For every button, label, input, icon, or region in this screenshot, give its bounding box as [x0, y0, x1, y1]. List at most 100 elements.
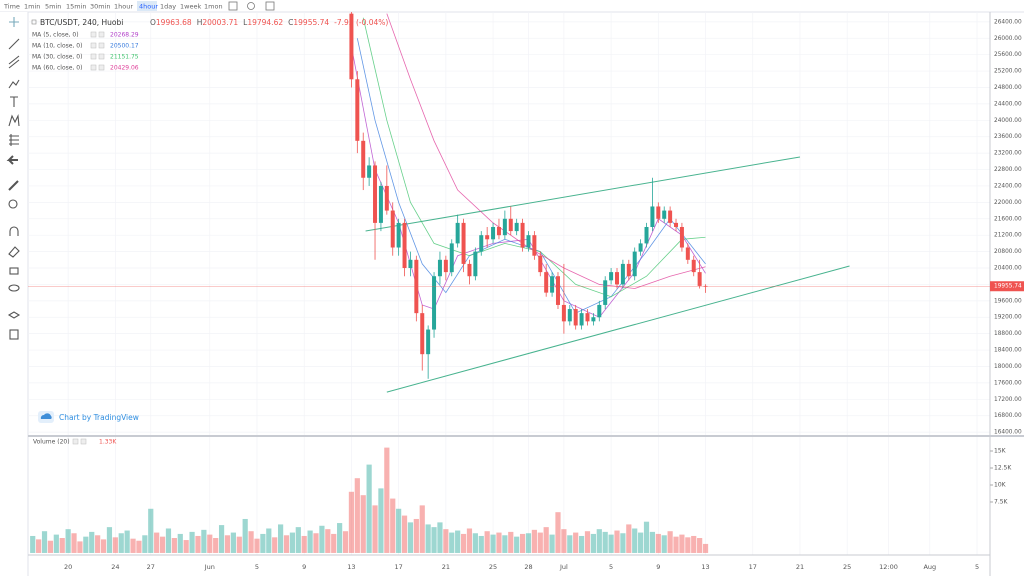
candle-body	[449, 243, 454, 273]
candle-body	[603, 280, 608, 305]
volume-bar	[573, 532, 579, 553]
pitchfork-tool[interactable]	[8, 55, 20, 69]
volume-bar	[614, 530, 620, 553]
volume-bar	[425, 524, 431, 553]
interval-button[interactable]: 4hour	[139, 3, 158, 11]
ma-legend-toggle[interactable]	[90, 64, 97, 71]
time-tick-label: 17	[394, 563, 402, 571]
drawing-tools[interactable]	[6, 17, 21, 340]
volume-bar	[59, 538, 65, 553]
price-tick-label: 16800.00	[994, 413, 1022, 419]
candle-body	[668, 210, 673, 223]
time-tick-label: 21	[796, 563, 804, 571]
volume-bar	[478, 535, 484, 553]
time-tick-label: 5	[975, 563, 979, 571]
watermark[interactable]: Chart by TradingView	[38, 411, 139, 423]
price-tick-label: 25200.00	[994, 69, 1022, 75]
time-tick-label: 9	[656, 563, 660, 571]
interval-button[interactable]: 1hour	[114, 3, 133, 11]
volume-bar	[419, 505, 425, 553]
watermark-text[interactable]: Chart by TradingView	[59, 413, 139, 422]
text-tool[interactable]	[10, 96, 18, 107]
fullscreen-icon[interactable]	[265, 1, 275, 11]
candle-body	[491, 226, 496, 240]
crosshair-tool[interactable]	[9, 17, 19, 27]
time-tick-label: 24	[111, 563, 119, 571]
candle-body	[349, 13, 354, 80]
interval-button[interactable]: 30min	[90, 3, 111, 11]
volume-bar	[396, 508, 402, 553]
volume-bar	[177, 533, 183, 553]
ohlc-letter: H	[197, 18, 203, 27]
volume-bar	[136, 540, 142, 553]
interval-button[interactable]: 5min	[45, 3, 61, 11]
volume-bar	[679, 534, 685, 553]
interval-button[interactable]: 1week	[180, 3, 201, 11]
time-tick-label: 28	[524, 563, 532, 571]
delete-tool[interactable]	[9, 329, 19, 340]
candle-body	[573, 309, 578, 326]
interval-button[interactable]: 1min	[24, 3, 40, 11]
time-tick-label: 25	[489, 563, 497, 571]
ma-legend-close[interactable]	[98, 53, 105, 60]
ma-legend-toggle[interactable]	[90, 42, 97, 49]
fib-tool[interactable]	[9, 134, 19, 146]
volume-bar	[95, 535, 101, 553]
zoom-tool[interactable]	[8, 199, 18, 209]
volume-bar	[254, 538, 260, 553]
candle-body	[426, 329, 431, 355]
price-pane	[28, 12, 990, 435]
volume-bar	[384, 447, 390, 553]
brush-tool[interactable]	[8, 79, 20, 89]
ma-legend-toggle[interactable]	[90, 31, 97, 38]
volume-bar	[407, 522, 414, 553]
pattern-tool[interactable]	[8, 114, 20, 127]
volume-bar	[201, 529, 207, 553]
indicator-icon[interactable]	[228, 1, 238, 11]
volume-bar	[590, 533, 596, 553]
visibility-tool[interactable]	[8, 284, 20, 292]
magnet-tool[interactable]	[9, 226, 19, 236]
volume-bar	[53, 534, 59, 553]
measure-tool[interactable]	[8, 180, 19, 191]
candle-body	[591, 317, 596, 322]
volume-bar	[36, 539, 42, 553]
price-tick-label: 24400.00	[994, 101, 1022, 107]
volume-bar	[342, 531, 349, 553]
ma-legend-name: MA (60, close, 0)	[32, 65, 82, 72]
candle-body	[367, 165, 372, 178]
interval-button[interactable]: Time	[3, 3, 20, 11]
price-tick-label: 19200.00	[994, 315, 1022, 321]
back-tool[interactable]	[6, 155, 18, 165]
lock-draw-tool[interactable]	[8, 246, 20, 258]
toolbar-icons[interactable]	[228, 1, 275, 11]
interval-button[interactable]: 1day	[160, 3, 176, 11]
settings-icon[interactable]	[247, 2, 255, 10]
volume-bar	[165, 528, 172, 553]
interval-button[interactable]: 15min	[66, 3, 87, 11]
layers-tool[interactable]	[7, 311, 21, 319]
volume-bar	[413, 518, 419, 553]
candle-body	[355, 79, 360, 141]
trend-line-tool[interactable]	[8, 38, 20, 50]
price-tick-label: 22000.00	[994, 200, 1022, 206]
lock-tool[interactable]	[9, 267, 19, 275]
price-tick-label: 22400.00	[994, 183, 1022, 189]
ma-legend-close[interactable]	[98, 42, 105, 49]
candle-body	[620, 263, 625, 285]
candle-body	[685, 247, 690, 260]
volume-bar	[632, 528, 638, 553]
volume-bar	[584, 531, 591, 553]
volume-bar	[455, 530, 461, 553]
candle-body	[443, 259, 448, 273]
interval-button[interactable]: 1mon	[204, 3, 223, 11]
volume-legend-close[interactable]	[80, 438, 87, 445]
volume-legend-toggle[interactable]	[72, 438, 79, 445]
candle-body	[691, 259, 696, 273]
time-tick-label: 5	[609, 563, 613, 571]
price-tick-label: 21600.00	[994, 216, 1022, 222]
ma-legend-toggle[interactable]	[90, 53, 97, 60]
volume-bar	[77, 541, 83, 553]
ma-legend-close[interactable]	[98, 64, 105, 71]
ma-legend-close[interactable]	[98, 31, 105, 38]
